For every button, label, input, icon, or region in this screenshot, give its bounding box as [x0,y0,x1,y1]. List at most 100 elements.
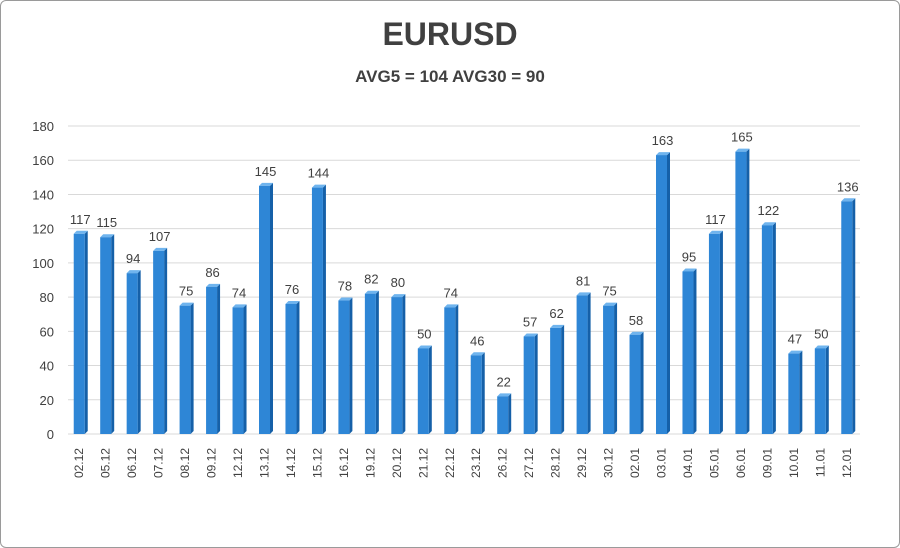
bar [311,184,326,434]
y-tick-label: 140 [32,187,54,202]
data-label: 50 [417,326,431,341]
bar [285,300,300,434]
bar-top [814,345,829,349]
bar-front [656,155,667,435]
bar-side [640,331,644,434]
x-tick-label: 06.01 [734,448,748,478]
bar [259,182,273,434]
x-tick-label: 20.12 [390,448,404,478]
data-label: 94 [126,251,140,266]
bar-side [667,152,670,435]
bar [576,292,591,434]
bar [814,345,829,434]
bar-side [693,268,697,434]
bar-front [735,151,747,434]
data-label: 50 [814,326,828,341]
bar-top [576,292,591,296]
bar-side [428,345,432,434]
x-tick-label: 14.12 [284,448,298,478]
bar-top [603,302,618,306]
bar [735,148,750,434]
x-tick-label: 02.12 [72,448,86,478]
data-label: 76 [285,282,299,297]
bar-side [164,247,168,434]
bar-front [788,353,800,434]
bar-side [799,350,803,434]
data-label: 107 [149,229,171,244]
y-tick-label: 100 [32,256,54,271]
bar-side [296,300,300,434]
bar-front [576,295,588,434]
data-label: 75 [602,284,616,299]
bar-front [391,297,403,434]
data-label: 165 [731,130,753,145]
x-tick-label: 06.12 [125,448,139,478]
bar-front [497,396,509,434]
data-label: 122 [758,203,780,218]
data-label: 136 [837,179,859,194]
data-label: 58 [629,313,643,328]
bar-front [206,286,218,434]
bar [100,234,115,434]
x-tick-label: 28.12 [549,448,563,478]
data-label: 117 [70,212,91,227]
bar-top [126,270,141,274]
bar-side [455,304,459,434]
bar-side [217,283,221,434]
data-label: 86 [205,265,219,280]
bar-front [841,201,853,434]
bar-top [682,268,697,272]
bar [761,222,776,434]
x-tick-label: 11.01 [813,448,827,477]
bar-side [137,270,141,434]
bar-top [550,324,565,328]
x-tick-label: 09.12 [205,448,219,478]
bar-top [259,182,273,186]
bar [153,247,168,434]
bar-top [708,230,723,234]
x-tick-label: 10.01 [787,448,801,478]
y-tick-label: 160 [32,153,54,168]
data-label: 115 [96,215,117,230]
data-label: 81 [576,273,590,288]
bar-front [126,273,138,434]
bar [656,152,670,435]
y-axis-ticks: 0 20 40 60 80 100 120 140 160 180 [32,119,54,442]
data-label: 145 [255,164,277,179]
x-tick-label: 15.12 [310,448,324,478]
bar [708,230,723,434]
bar-top [206,283,221,287]
x-tick-label: 12.12 [231,448,245,478]
bar-front [73,233,85,434]
bar [550,324,565,434]
bar-top [417,345,432,349]
x-tick-label: 05.01 [707,448,721,478]
bar [523,333,538,434]
bar [841,198,856,434]
bar [417,345,432,434]
bar [391,294,406,434]
y-tick-label: 60 [40,324,54,339]
bar [338,297,353,434]
bar-front [550,327,562,434]
bar-side [508,393,512,434]
bar-front [629,334,641,434]
data-label: 82 [364,272,378,287]
bar-front [523,336,535,434]
x-tick-label: 26.12 [496,448,510,478]
data-label: 74 [444,285,458,300]
data-label: 62 [549,306,563,321]
bar-side [84,230,88,434]
x-tick-label: 08.12 [178,448,192,478]
data-label: 57 [523,314,537,329]
bar [682,268,697,434]
bar-top [338,297,353,301]
bar [470,352,485,434]
bar-front [417,348,429,434]
bar-top [232,304,247,308]
data-label: 47 [788,332,802,347]
bar [179,302,194,434]
x-tick-label: 19.12 [363,448,377,478]
